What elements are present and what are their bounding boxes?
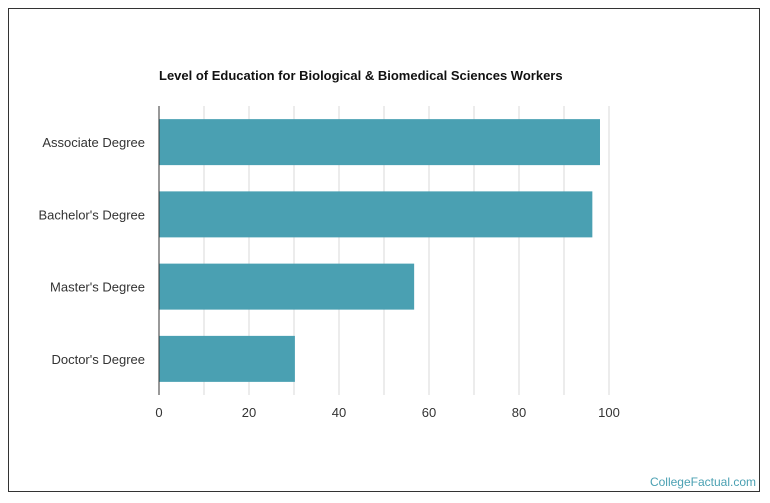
x-tick-label: 0 bbox=[155, 405, 162, 420]
bar bbox=[159, 263, 415, 310]
category-label: Associate Degree bbox=[42, 135, 145, 150]
bar bbox=[159, 119, 600, 166]
x-tick-label: 40 bbox=[332, 405, 346, 420]
x-tick-label: 20 bbox=[242, 405, 256, 420]
x-tick-label: 80 bbox=[512, 405, 526, 420]
chart-title: Level of Education for Biological & Biom… bbox=[159, 68, 563, 83]
x-tick-label: 60 bbox=[422, 405, 436, 420]
category-label: Bachelor's Degree bbox=[38, 207, 145, 222]
watermark-link[interactable]: CollegeFactual.com bbox=[649, 475, 756, 489]
bar bbox=[159, 191, 593, 238]
category-label: Master's Degree bbox=[50, 280, 145, 295]
bar bbox=[159, 335, 295, 382]
x-tick-label: 100 bbox=[598, 405, 620, 420]
category-label: Doctor's Degree bbox=[51, 352, 145, 367]
